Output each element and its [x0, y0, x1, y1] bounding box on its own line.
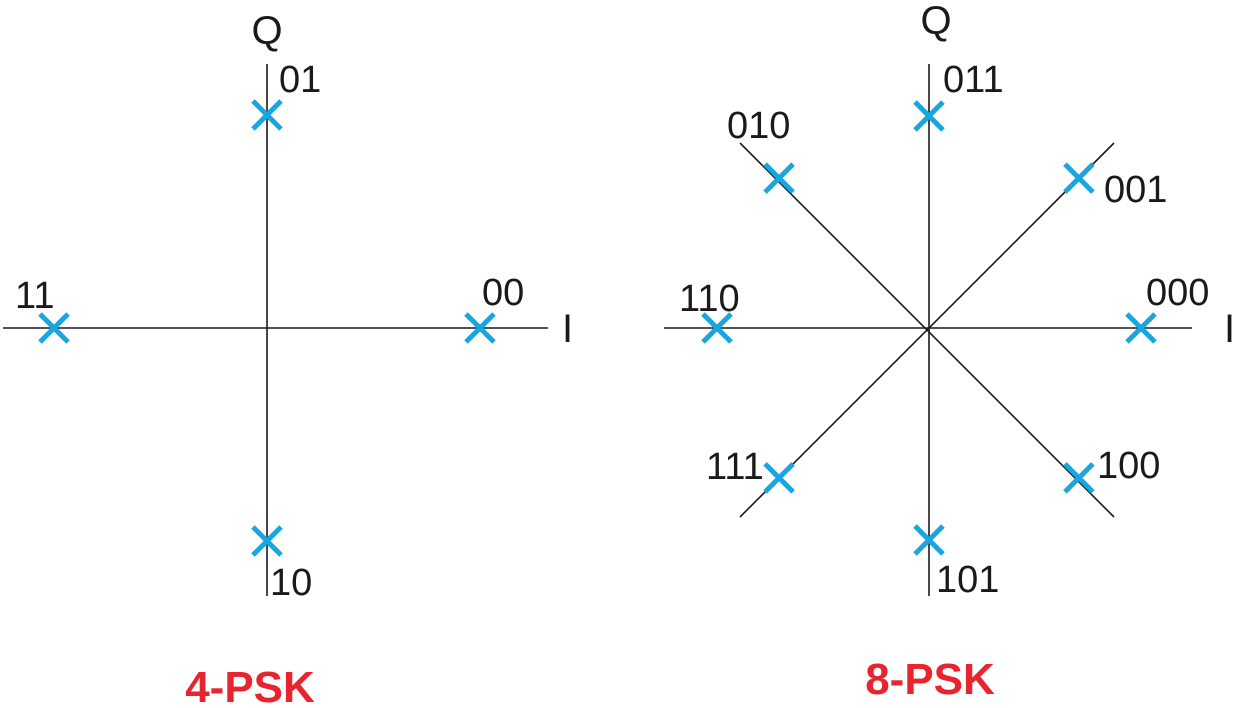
cross-stroke	[251, 99, 283, 131]
constellation-point	[1125, 312, 1157, 344]
constellation-point	[701, 312, 733, 344]
point-label: 101	[936, 559, 999, 601]
cross-stroke	[1125, 312, 1157, 344]
diagram-8psk: Q I 000 001 011 010 110 111 101 100 8-PSK	[664, 0, 1235, 704]
diagram-4psk: Q I 00 01 11 10 4-PSK	[3, 9, 573, 708]
cross-stroke	[1063, 162, 1095, 194]
cross-stroke	[38, 312, 70, 344]
point-label: 110	[679, 278, 740, 320]
cross-stroke	[763, 462, 795, 494]
constellation-point	[1063, 162, 1095, 194]
constellation-point	[464, 312, 496, 344]
title-4psk: 4-PSK	[185, 663, 315, 708]
cross-stroke	[913, 100, 945, 132]
i-axis-label-4psk: I	[562, 307, 573, 351]
point-label: 111	[706, 446, 764, 488]
constellation-point	[913, 100, 945, 132]
q-axis-label-8psk: Q	[920, 0, 951, 43]
diagonal-axis-2	[739, 142, 1115, 518]
point-label: 100	[1097, 445, 1160, 487]
point-label: 011	[943, 59, 1004, 101]
cross-stroke	[763, 162, 795, 194]
cross-stroke	[913, 524, 945, 556]
q-axis-label-4psk: Q	[251, 9, 282, 53]
constellation-point	[763, 162, 795, 194]
cross-stroke	[1063, 462, 1095, 494]
point-label: 010	[727, 105, 790, 147]
point-label: 01	[279, 59, 321, 101]
constellation-point	[1063, 462, 1095, 494]
cross-stroke	[701, 312, 733, 344]
point-label: 11	[15, 275, 54, 317]
constellation-point	[251, 525, 283, 557]
i-axis-label-8psk: I	[1224, 307, 1235, 351]
point-label: 00	[482, 272, 524, 314]
constellation-point	[251, 99, 283, 131]
point-label: 001	[1104, 169, 1167, 211]
constellation-point	[763, 462, 795, 494]
point-label: 10	[270, 562, 312, 604]
cross-stroke	[464, 312, 496, 344]
title-8psk: 8-PSK	[865, 655, 995, 704]
cross-stroke	[251, 525, 283, 557]
constellation-point	[913, 524, 945, 556]
point-label: 000	[1146, 272, 1209, 314]
constellation-point	[38, 312, 70, 344]
